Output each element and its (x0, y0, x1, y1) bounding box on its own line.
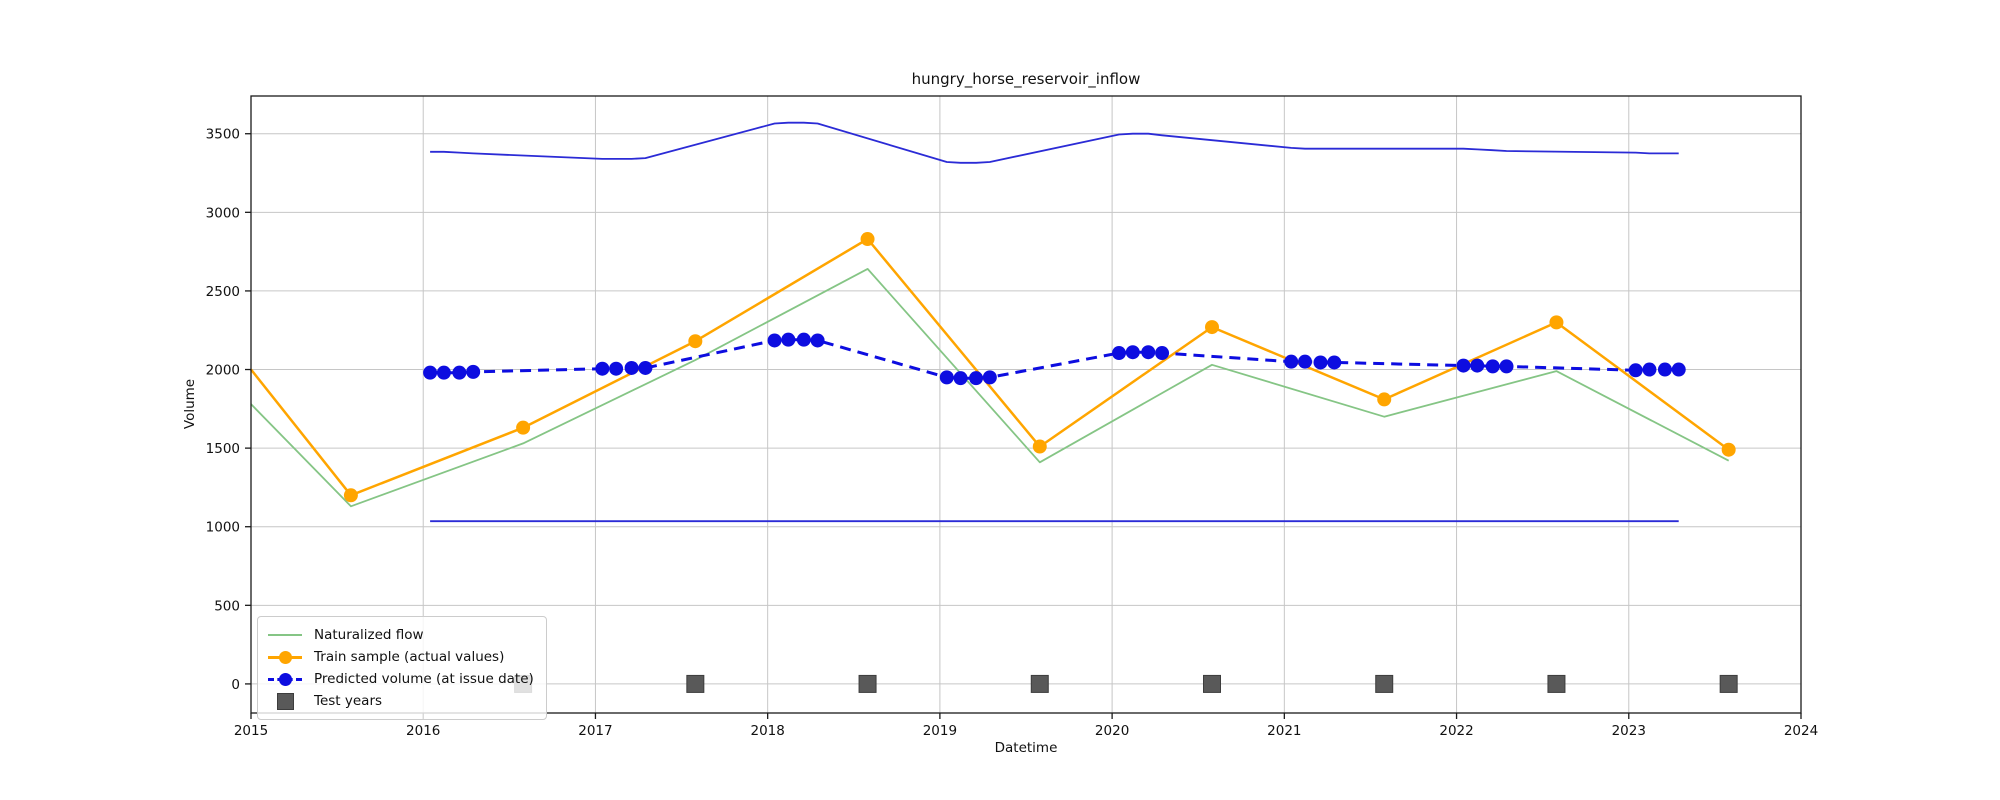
marker-predicted-volume-at-issue-date (1657, 362, 1672, 377)
test-year-marker (858, 674, 877, 693)
marker-train-sample-actual-values (516, 420, 531, 435)
marker-train-sample-actual-values (1549, 315, 1564, 330)
test-year-marker (686, 674, 705, 693)
y-axis-label: Volume (182, 378, 198, 430)
legend-label: Train sample (actual values) (314, 649, 505, 665)
predicted-volume-at-issue-date-swatch-icon (268, 672, 302, 686)
marker-predicted-volume-at-issue-date (1284, 354, 1299, 369)
test-year-marker (1030, 674, 1049, 693)
x-axis-label: Datetime (994, 740, 1058, 756)
y-tick-label: 3000 (206, 205, 240, 221)
marker-train-sample-actual-values (860, 232, 875, 247)
marker-predicted-volume-at-issue-date (810, 333, 825, 348)
legend-label: Naturalized flow (314, 627, 424, 643)
marker-predicted-volume-at-issue-date (1125, 345, 1140, 360)
series-naturalized-flow (250, 268, 1730, 508)
x-tick-label: 2018 (750, 723, 784, 739)
marker-predicted-volume-at-issue-date (595, 361, 610, 376)
marker-predicted-volume-at-issue-date (1327, 355, 1342, 370)
y-tick-label: 500 (214, 598, 240, 614)
marker-predicted-volume-at-issue-date (1499, 359, 1514, 374)
x-tick-label: 2021 (1267, 723, 1301, 739)
x-tick-label: 2016 (406, 723, 440, 739)
y-tick-label: 1500 (206, 441, 240, 457)
legend-item-train-sample-actual-values: Train sample (actual values) (268, 646, 534, 668)
x-tick-label: 2024 (1784, 723, 1818, 739)
marker-predicted-volume-at-issue-date (1671, 362, 1686, 377)
x-tick-label: 2020 (1095, 723, 1129, 739)
legend: Naturalized flow Train sample (actual val… (257, 616, 547, 720)
marker-predicted-volume-at-issue-date (953, 371, 968, 386)
marker-predicted-volume-at-issue-date (1628, 363, 1643, 378)
y-tick-label: 2500 (206, 284, 240, 300)
naturalized-flow-line-icon (268, 634, 302, 636)
test-year-marker (1719, 674, 1738, 693)
y-tick-label: 2000 (206, 363, 240, 379)
marker-train-sample-actual-values (1377, 392, 1392, 407)
marker-predicted-volume-at-issue-date (1298, 354, 1312, 369)
marker-predicted-volume-at-issue-date (423, 365, 438, 380)
marker-predicted-volume-at-issue-date (1112, 346, 1126, 361)
marker-predicted-volume-at-issue-date (1485, 359, 1500, 374)
marker-predicted-volume-at-issue-date (609, 361, 624, 376)
marker-predicted-volume-at-issue-date (624, 360, 639, 375)
marker-predicted-volume-at-issue-date (638, 360, 653, 375)
marker-predicted-volume-at-issue-date (1155, 346, 1170, 361)
test-years-swatch-icon (268, 692, 302, 710)
marker-train-sample-actual-values (1205, 320, 1219, 335)
marker-predicted-volume-at-issue-date (939, 370, 954, 385)
test-year-marker (1375, 674, 1394, 693)
naturalized-flow-swatch-icon (268, 634, 302, 636)
marker-predicted-volume-at-issue-date (1141, 345, 1156, 360)
marker-predicted-volume-at-issue-date (1470, 358, 1485, 373)
legend-label: Test years (314, 693, 383, 709)
marker-predicted-volume-at-issue-date (1313, 355, 1328, 370)
marker-train-sample-actual-values (343, 488, 358, 503)
predicted-volume-at-issue-date-dot-icon (278, 672, 292, 686)
legend-label: Predicted volume (at issue date) (314, 671, 534, 687)
y-tick-label: 0 (231, 677, 240, 693)
y-tick-label: 1000 (206, 520, 240, 536)
x-tick-label: 2022 (1439, 723, 1473, 739)
plot-border (250, 95, 1802, 714)
marker-predicted-volume-at-issue-date (436, 365, 451, 380)
marker-predicted-volume-at-issue-date (466, 364, 481, 379)
train-sample-actual-values-swatch-icon (268, 650, 302, 664)
test-years-square-icon (276, 692, 294, 710)
test-year-marker (1547, 674, 1566, 693)
marker-predicted-volume-at-issue-date (767, 333, 782, 348)
marker-train-sample-actual-values (1721, 442, 1736, 457)
legend-item-test-years: Test years (268, 690, 534, 712)
x-tick-label: 2015 (234, 723, 268, 739)
y-tick-label: 3500 (206, 127, 240, 143)
marker-predicted-volume-at-issue-date (1642, 362, 1657, 377)
x-tick-label: 2017 (578, 723, 612, 739)
marker-predicted-volume-at-issue-date (969, 371, 984, 386)
test-year-marker (1203, 674, 1221, 693)
marker-predicted-volume-at-issue-date (781, 332, 796, 347)
x-tick-label: 2023 (1612, 723, 1646, 739)
series-train-sample-actual-values (250, 237, 1730, 497)
x-tick-label: 2019 (923, 723, 957, 739)
chart-title: hungry_horse_reservoir_inflow (911, 70, 1141, 88)
marker-train-sample-actual-values (688, 334, 703, 349)
marker-predicted-volume-at-issue-date (1456, 358, 1471, 373)
legend-item-predicted-volume-at-issue-date: Predicted volume (at issue date) (268, 668, 534, 690)
marker-predicted-volume-at-issue-date (982, 370, 997, 385)
marker-predicted-volume-at-issue-date (796, 332, 811, 347)
train-sample-actual-values-dot-icon (278, 650, 292, 664)
legend-item-naturalized-flow: Naturalized flow (268, 624, 534, 646)
series-upper-bound (430, 121, 1679, 164)
marker-predicted-volume-at-issue-date (452, 365, 467, 380)
marker-train-sample-actual-values (1032, 439, 1047, 454)
